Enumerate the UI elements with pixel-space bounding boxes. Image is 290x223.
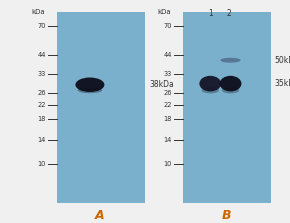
Text: kDa: kDa bbox=[31, 9, 45, 15]
Text: 50kDa: 50kDa bbox=[274, 56, 290, 65]
Text: 14: 14 bbox=[164, 138, 172, 143]
Text: 26: 26 bbox=[164, 90, 172, 95]
Text: B: B bbox=[222, 209, 231, 222]
Text: 2: 2 bbox=[227, 9, 231, 18]
Text: 22: 22 bbox=[164, 102, 172, 108]
Text: 33: 33 bbox=[38, 71, 46, 76]
Text: 70: 70 bbox=[164, 23, 172, 29]
Ellipse shape bbox=[222, 87, 239, 93]
Text: 33: 33 bbox=[164, 71, 172, 76]
Text: 10: 10 bbox=[37, 161, 46, 167]
Text: A: A bbox=[95, 209, 105, 222]
Text: 18: 18 bbox=[37, 116, 46, 122]
Bar bbox=[57, 12, 145, 203]
Text: 35kDa: 35kDa bbox=[274, 79, 290, 88]
Ellipse shape bbox=[220, 58, 241, 63]
Text: 18: 18 bbox=[164, 116, 172, 122]
Ellipse shape bbox=[75, 78, 104, 92]
Ellipse shape bbox=[202, 87, 219, 93]
Ellipse shape bbox=[200, 76, 221, 91]
Bar bbox=[183, 12, 271, 203]
Text: 1: 1 bbox=[208, 9, 213, 18]
Text: kDa: kDa bbox=[157, 9, 171, 15]
Text: 26: 26 bbox=[37, 90, 46, 95]
Text: 38kDa: 38kDa bbox=[149, 80, 174, 89]
Text: 14: 14 bbox=[37, 138, 46, 143]
Ellipse shape bbox=[220, 76, 241, 91]
Text: 44: 44 bbox=[164, 52, 172, 58]
Text: 70: 70 bbox=[37, 23, 46, 29]
Text: 10: 10 bbox=[164, 161, 172, 167]
Text: 44: 44 bbox=[37, 52, 46, 58]
Text: 22: 22 bbox=[37, 102, 46, 108]
Ellipse shape bbox=[78, 87, 102, 93]
